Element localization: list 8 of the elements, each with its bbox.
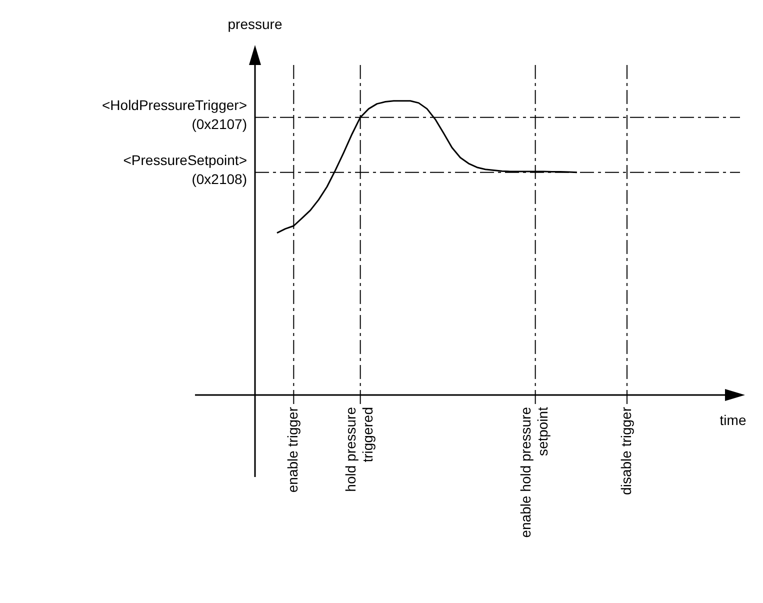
x-tick-label: enable hold pressure setpoint [518, 406, 551, 538]
ref-line-label: <HoldPressureTrigger> (0x2107) [102, 97, 247, 132]
x-tick-label: enable trigger [284, 406, 301, 493]
x-tick-label: disable trigger [618, 406, 634, 495]
x-tick-label: hold pressure triggered [342, 406, 376, 492]
ref-line-label: <PressureSetpoint> (0x2108) [123, 152, 247, 188]
text: pressure [228, 16, 282, 32]
text: time [720, 412, 746, 428]
